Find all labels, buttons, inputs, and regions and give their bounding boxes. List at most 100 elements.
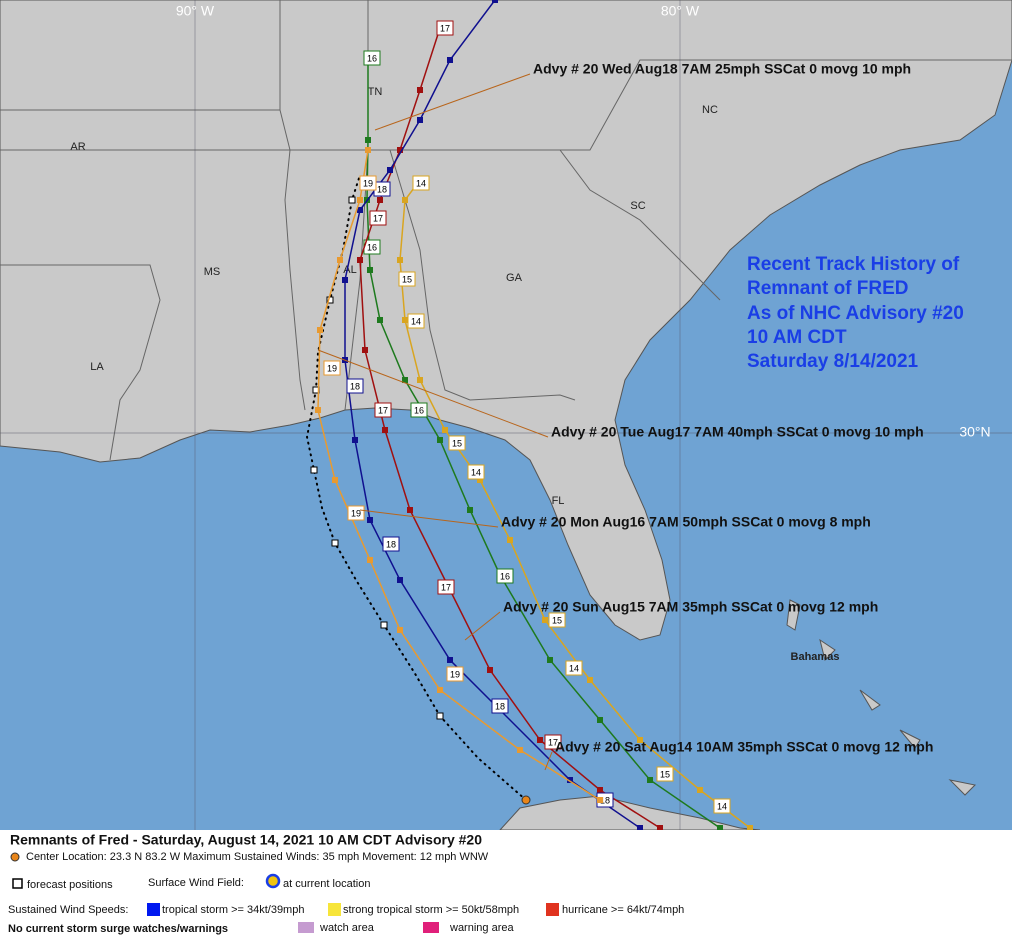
day-box (398, 271, 416, 287)
day-box (382, 536, 400, 552)
grid (0, 0, 1012, 830)
day-box (496, 568, 514, 584)
track-point (657, 825, 663, 831)
track-point (362, 347, 368, 353)
track-point (367, 517, 373, 523)
day-box (347, 505, 365, 521)
track-point (377, 197, 383, 203)
day-label: 14 (416, 178, 426, 188)
track-point (397, 147, 403, 153)
swatch (298, 922, 314, 933)
track-point (597, 797, 603, 803)
track-point (437, 437, 443, 443)
current-icon (265, 873, 281, 889)
day-label: 17 (441, 582, 451, 592)
swatch (147, 903, 160, 916)
day-box (323, 360, 341, 376)
legend-text: tropical storm >= 34kt/39mph (162, 904, 304, 916)
day-label: 15 (452, 438, 462, 448)
track-point (447, 57, 453, 63)
day-box (544, 734, 562, 750)
advisory-label: Advy # 20 Tue Aug17 7AM 40mph SSCat 0 mo… (551, 424, 924, 440)
track-point (637, 825, 643, 831)
day-label: 17 (378, 405, 388, 415)
day-label: 14 (471, 467, 481, 477)
track-point (537, 737, 543, 743)
day-box (436, 20, 454, 36)
track-point (647, 777, 653, 783)
leader-line (464, 611, 501, 641)
day-label: 19 (351, 508, 361, 518)
track-point (437, 687, 443, 693)
day-label: 15 (402, 274, 412, 284)
leader-line (359, 509, 499, 528)
day-label: 17 (373, 213, 383, 223)
day-label: 16 (367, 53, 377, 63)
day-box (346, 378, 364, 394)
day-label: 19 (450, 669, 460, 679)
map-title: Recent Track History of Remnant of FRED … (747, 254, 964, 372)
track-point (402, 197, 408, 203)
title-line: Remnant of FRED (747, 278, 909, 299)
footer: Remnants of Fred - Saturday, August 14, … (0, 830, 1012, 940)
track-point (357, 207, 363, 213)
forecast-icon (12, 878, 23, 889)
track-point (442, 427, 448, 433)
day-label: 18 (377, 184, 387, 194)
day-box (410, 402, 428, 418)
day-box (412, 175, 430, 191)
legend-text: forecast positions (27, 879, 113, 891)
title-line: Saturday 8/14/2021 (747, 351, 919, 372)
track-point (597, 717, 603, 723)
track-point (717, 825, 723, 831)
day-box (407, 313, 425, 329)
track-point (397, 257, 403, 263)
region-label: SC (630, 200, 645, 212)
track-point (597, 787, 603, 793)
center-text: Center Location: 23.3 N 83.2 W Maximum S… (26, 851, 489, 863)
footer-bg (0, 830, 1012, 940)
forecast-point (331, 539, 339, 547)
track-point (697, 787, 703, 793)
region-label: AR (70, 141, 85, 153)
swatch (546, 903, 559, 916)
lat-label: 30°N (959, 424, 990, 440)
track-point (397, 577, 403, 583)
day-box (548, 612, 566, 628)
track-point (637, 737, 643, 743)
leader-line (374, 73, 531, 131)
day-label: 18 (600, 795, 610, 805)
track-point (317, 327, 323, 333)
title-line: As of NHC Advisory #20 (747, 303, 964, 324)
region-label: MS (204, 266, 221, 278)
day-label: 18 (386, 539, 396, 549)
leader-line (317, 349, 549, 438)
track-point (397, 627, 403, 633)
track-point (367, 267, 373, 273)
day-box (437, 579, 455, 595)
track-point (587, 677, 593, 683)
track-point (417, 377, 423, 383)
legend-text: warning area (449, 922, 514, 934)
track-point (447, 657, 453, 663)
legend-text: at current location (283, 878, 370, 890)
day-box (448, 435, 466, 451)
advisory-label: Advy # 20 Mon Aug16 7AM 50mph SSCat 0 mo… (501, 514, 871, 530)
forecast-point (348, 196, 356, 204)
track-point (365, 147, 371, 153)
track-point (332, 477, 338, 483)
day-label: 17 (440, 23, 450, 33)
swatch (423, 922, 439, 933)
day-label: 14 (569, 663, 579, 673)
track-point (402, 377, 408, 383)
track-point (365, 137, 371, 143)
track-point (492, 0, 498, 3)
cuba (498, 795, 761, 831)
track-point (542, 617, 548, 623)
legend-text: hurricane >= 64kt/74mph (562, 904, 684, 916)
forecast-point (310, 466, 318, 474)
track-point (547, 657, 553, 663)
footer-title: Remnants of Fred - Saturday, August 14, … (10, 832, 482, 848)
advisory-label: Advy # 20 Sun Aug15 7AM 35mph SSCat 0 mo… (503, 599, 878, 615)
